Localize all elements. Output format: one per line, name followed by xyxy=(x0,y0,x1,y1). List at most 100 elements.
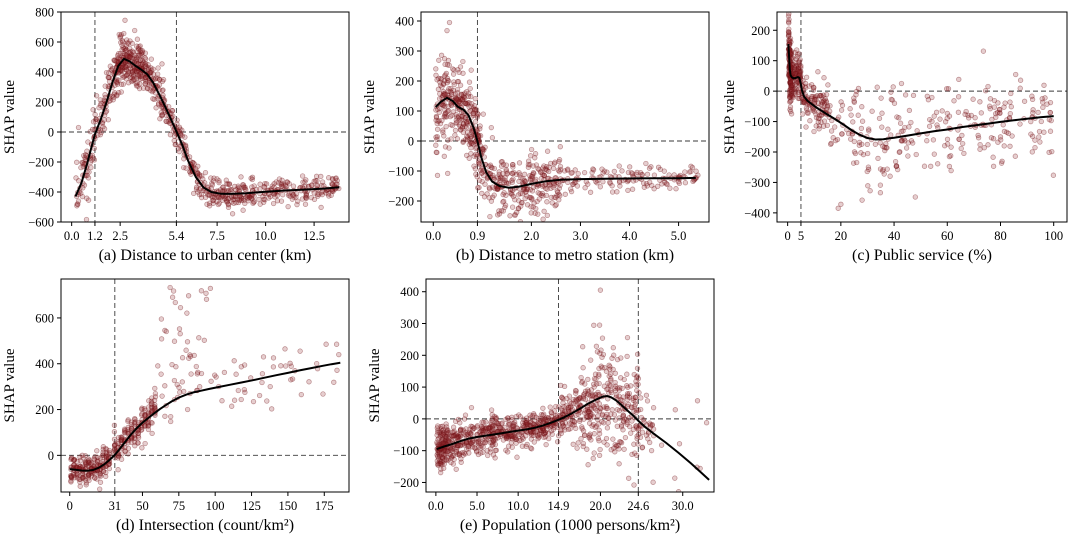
trend-curve xyxy=(74,57,340,197)
x-tick-label: 30.0 xyxy=(672,499,694,513)
x-tick-label: 0.0 xyxy=(428,499,444,513)
x-tick-label: 10.0 xyxy=(255,229,277,243)
x-tick-label: 40 xyxy=(888,229,901,243)
x-tick-label: 150 xyxy=(279,499,298,513)
x-tick-label: 125 xyxy=(242,499,261,513)
y-tick-label: −200 xyxy=(744,146,770,160)
x-tick-label: 5.0 xyxy=(469,499,485,513)
y-tick-label: 400 xyxy=(35,66,54,80)
y-tick-label: 200 xyxy=(400,349,419,363)
y-tick-label: 600 xyxy=(35,311,54,325)
y-tick-label: 100 xyxy=(395,105,414,119)
scatter-points xyxy=(67,284,342,492)
y-tick-label: −200 xyxy=(393,476,419,490)
x-tick-label: 2.5 xyxy=(112,229,128,243)
reference-lines xyxy=(421,12,709,222)
trend-curve xyxy=(436,394,710,481)
y-tick-label: −100 xyxy=(744,115,770,129)
subplot-d: 0 31 50 75 100 125 150 175 0 200 400 600 SHAP value (… xyxy=(2,278,350,534)
y-tick-label: 400 xyxy=(35,357,54,371)
x-tick-label: 5.0 xyxy=(671,229,687,243)
x-tick-label: 100 xyxy=(206,499,225,513)
y-tick-label: 800 xyxy=(35,6,54,20)
reference-lines xyxy=(61,279,349,492)
y-tick-label: 600 xyxy=(35,36,54,50)
y-axis-label: SHAP value xyxy=(2,80,18,154)
y-axis-label: SHAP value xyxy=(367,348,383,422)
y-tick-label: 200 xyxy=(751,24,770,38)
subplot-c: 0 5 20 40 60 80 100−400−300−200−1000100200SHAP… xyxy=(722,11,1068,264)
y-tick-label: 100 xyxy=(400,381,419,395)
reference-lines xyxy=(426,279,714,492)
x-tick-label: 14.9 xyxy=(548,499,570,513)
y-tick-label: −200 xyxy=(28,156,54,170)
subplot-caption: (c) Public service (%) xyxy=(852,247,992,264)
y-tick-label: 400 xyxy=(395,15,414,29)
x-tick-label: 60 xyxy=(941,229,954,243)
x-tick-label: 175 xyxy=(315,499,334,513)
y-tick-label: 200 xyxy=(35,96,54,110)
scatter-points xyxy=(433,19,701,222)
trend-curve xyxy=(69,361,341,472)
y-tick-label: 0 xyxy=(408,135,414,149)
y-tick-label: −100 xyxy=(393,444,419,458)
subplot-e: 0.0 5.0 10.0 14.9 20.0 24.6 30.0 −200 −100 0 100 20… xyxy=(367,278,715,534)
plot-frame xyxy=(60,278,350,493)
x-tick-label: 12.5 xyxy=(303,229,325,243)
x-tick-label: 31 xyxy=(109,499,122,513)
x-tick-label: 1.2 xyxy=(87,229,103,243)
plot-frame xyxy=(60,11,350,223)
x-tick-label: 100 xyxy=(1044,229,1063,243)
scatter-points xyxy=(785,12,1057,211)
x-tick-label: 2.0 xyxy=(524,229,540,243)
y-tick-label: 0 xyxy=(764,85,770,99)
x-tick-label: 20 xyxy=(835,229,848,243)
x-tick-label: 0.9 xyxy=(470,229,486,243)
x-tick-label: 80 xyxy=(994,229,1007,243)
y-tick-label: −400 xyxy=(744,206,770,220)
x-tick-label: 0.0 xyxy=(64,229,80,243)
trend-curve xyxy=(787,43,1054,141)
y-axis-label: SHAP value xyxy=(722,80,738,154)
x-tick-label: 3.0 xyxy=(573,229,589,243)
subplot-b: 0.0 0.9 2.0 3.0 4.0 5.0 −200 −100 0 100 200 300 400 S… xyxy=(362,11,710,264)
y-tick-label: 300 xyxy=(395,45,414,59)
subplot-caption: (b) Distance to metro station (km) xyxy=(456,247,674,264)
y-tick-label: 0 xyxy=(413,412,419,426)
x-tick-label: 24.6 xyxy=(627,499,649,513)
plot-frame xyxy=(420,11,710,223)
x-tick-label: 50 xyxy=(136,499,149,513)
y-tick-label: −300 xyxy=(744,176,770,190)
y-tick-label: 400 xyxy=(400,285,419,299)
y-tick-label: 200 xyxy=(395,75,414,89)
y-tick-label: 300 xyxy=(400,317,419,331)
plot-frame xyxy=(425,278,715,493)
y-tick-label: −200 xyxy=(388,195,414,209)
y-tick-label: −600 xyxy=(28,216,54,230)
subplot-caption: (e) Population (1000 persons/km²) xyxy=(460,517,680,534)
plot-frame xyxy=(776,11,1068,223)
reference-lines xyxy=(777,12,1067,222)
y-tick-label: −100 xyxy=(388,165,414,179)
x-tick-label: 0 xyxy=(785,229,791,243)
x-tick-label: 5.4 xyxy=(169,229,185,243)
y-tick-label: 100 xyxy=(751,54,770,68)
x-tick-label: 5 xyxy=(798,229,804,243)
y-axis-label: SHAP value xyxy=(362,80,378,154)
y-axis-label: SHAP value xyxy=(2,348,18,422)
x-tick-label: 20.0 xyxy=(590,499,612,513)
x-tick-label: 4.0 xyxy=(622,229,638,243)
subplot-caption: (a) Distance to urban center (km) xyxy=(99,247,312,264)
scatter-points xyxy=(434,287,710,492)
x-tick-label: 75 xyxy=(173,499,186,513)
scatter-points xyxy=(73,17,342,222)
y-tick-label: −400 xyxy=(28,186,54,200)
x-tick-label: 10.0 xyxy=(507,499,529,513)
subplot-a: 0.0 1.2 2.5 5.4 7.5 10.0 12.5 −600 −400 −200 0 200 4… xyxy=(2,6,350,264)
trend-curve xyxy=(434,96,696,189)
x-tick-label: 7.5 xyxy=(209,229,225,243)
reference-lines xyxy=(61,12,349,222)
y-tick-label: 0 xyxy=(48,449,54,463)
x-tick-label: 0 xyxy=(67,499,73,513)
